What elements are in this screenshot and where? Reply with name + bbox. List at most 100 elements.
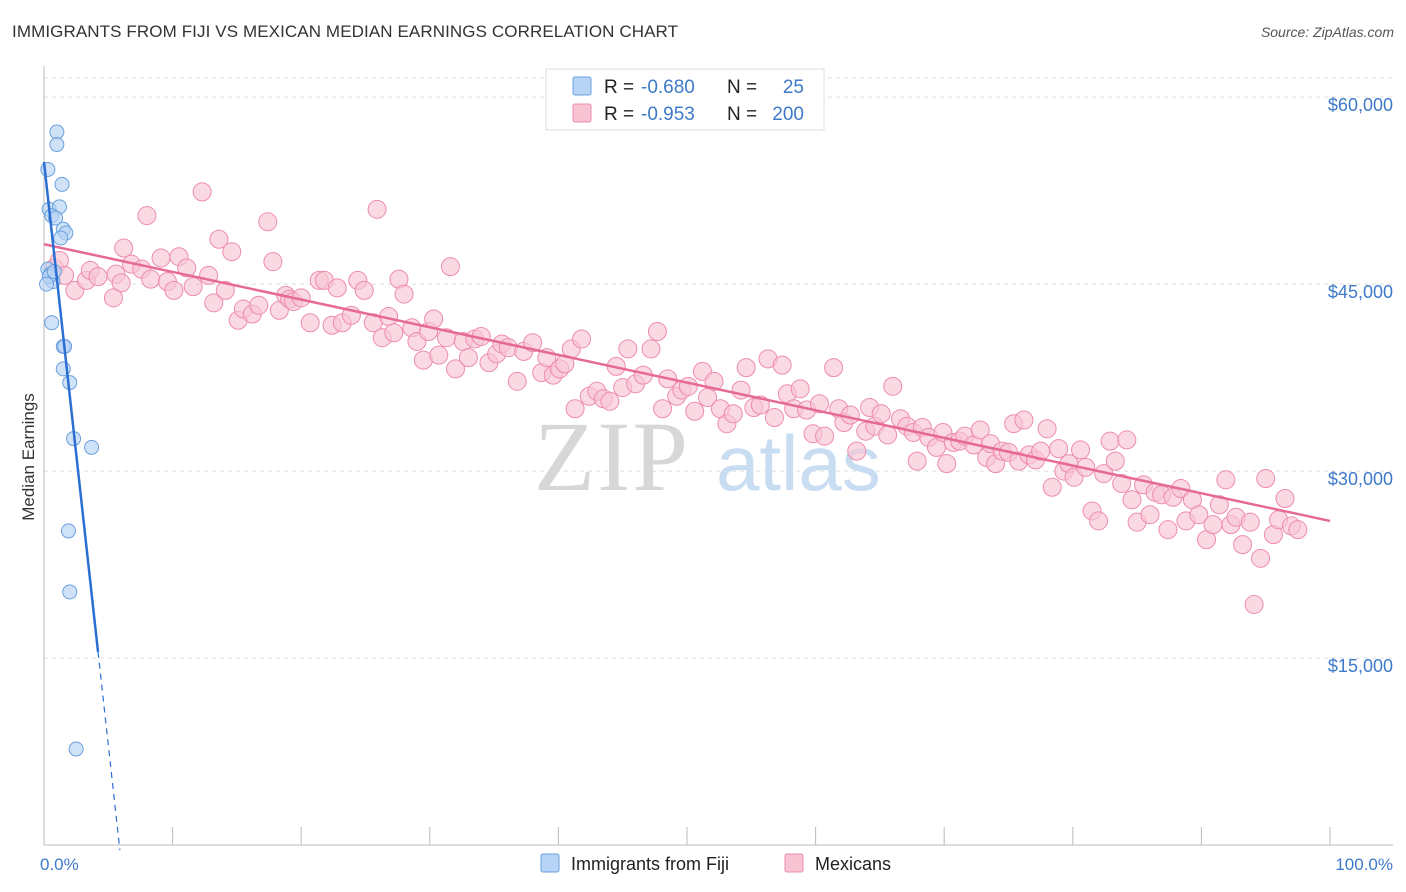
mex-point-161: [1071, 440, 1091, 460]
legend-n-value-fiji: 25: [783, 77, 804, 98]
mex-point-129: [883, 376, 903, 396]
y-tick-label-0: $15,000: [1328, 656, 1393, 676]
y-tick-labels: $15,000 $30,000 $45,000 $60,000: [1328, 95, 1393, 676]
trend-lines: [42, 161, 1331, 851]
mex-point-25: [215, 280, 235, 300]
mex-point-110: [764, 407, 784, 427]
mex-point-80: [565, 399, 585, 419]
mex-point-100: [698, 388, 718, 408]
mex-point-23: [204, 293, 224, 313]
mex-point-62: [446, 359, 466, 379]
mex-point-48: [367, 199, 387, 219]
mex-point-183: [1203, 515, 1223, 535]
source-credit: Source: ZipAtlas.com: [1260, 24, 1394, 40]
mex-point-10: [114, 238, 134, 258]
mex-point-30: [249, 295, 269, 315]
mex-point-104: [723, 404, 743, 424]
series-legend-label-fiji: Immigrants from Fiji: [571, 854, 729, 874]
fiji-point-25: [62, 584, 78, 600]
mexicans-series: [44, 182, 1308, 614]
mex-point-14: [141, 269, 161, 289]
watermark-atlas: atlas: [716, 419, 881, 507]
fiji-point-5: [39, 276, 55, 292]
fiji-trend-line: [42, 161, 100, 652]
fiji-point-8: [40, 161, 56, 177]
mex-point-13: [137, 206, 157, 226]
mex-point-21: [192, 182, 212, 202]
mex-point-184: [1209, 495, 1229, 515]
mex-point-170: [1122, 490, 1142, 510]
legend-r-value-fiji: -0.680: [641, 77, 695, 98]
mex-point-157: [1049, 439, 1069, 459]
mex-point-166: [1100, 431, 1120, 451]
stats-legend: R = -0.680 N = 25 R = -0.953 N = 200: [545, 68, 825, 131]
mex-point-51: [384, 323, 404, 343]
mex-point-38: [300, 313, 320, 333]
mex-point-93: [653, 399, 673, 419]
y-tick-label-1: $30,000: [1328, 469, 1393, 489]
mex-point-17: [164, 280, 184, 300]
x-tick-label-min: 0.0%: [40, 855, 79, 874]
fiji-point-4: [46, 264, 62, 280]
mex-point-111: [772, 355, 792, 375]
mex-point-42: [327, 278, 347, 298]
mex-point-156: [1042, 477, 1062, 497]
mex-point-9: [103, 288, 123, 308]
legend-swatch-mexicans: [572, 103, 592, 123]
mex-point-189: [1240, 512, 1260, 532]
mex-point-168: [1112, 474, 1132, 494]
watermark-zip: ZIP: [534, 401, 690, 512]
fiji-trend-extension: [97, 651, 121, 851]
mex-point-8: [111, 273, 131, 293]
mex-point-98: [685, 401, 705, 421]
mex-point-81: [572, 329, 592, 349]
mex-point-188: [1233, 535, 1253, 555]
mex-point-133: [907, 451, 927, 471]
mex-point-197: [1288, 520, 1308, 540]
mex-point-59: [429, 345, 449, 365]
fiji-point-16: [53, 230, 69, 246]
mex-point-195: [1275, 489, 1295, 509]
mex-point-19: [177, 258, 197, 278]
stats-legend-box: [545, 68, 825, 131]
chart-title: IMMIGRANTS FROM FIJI VS MEXICAN MEDIAN E…: [12, 22, 679, 41]
mex-point-46: [354, 280, 374, 300]
legend-swatch-fiji: [572, 76, 592, 96]
mex-point-92: [647, 321, 667, 341]
mex-point-151: [1014, 410, 1034, 430]
mex-point-61: [440, 257, 460, 277]
mex-point-192: [1256, 469, 1276, 489]
fiji-point-26: [68, 741, 84, 757]
mex-point-123: [847, 441, 867, 461]
mex-point-127: [871, 404, 891, 424]
mex-point-106: [736, 358, 756, 378]
mex-point-155: [1037, 419, 1057, 439]
axis-layer: [43, 66, 1393, 846]
fiji-point-17: [44, 315, 60, 331]
legend-r-label-fiji: R =: [604, 77, 634, 98]
series-legend: Immigrants from Fiji Mexicans: [540, 853, 891, 874]
mex-point-185: [1216, 470, 1236, 490]
mex-point-88: [618, 339, 638, 359]
mex-point-24: [209, 229, 229, 249]
series-legend-swatch-fiji: [540, 853, 560, 873]
mex-point-167: [1105, 451, 1125, 471]
fiji-series: [39, 124, 100, 757]
mex-point-31: [258, 212, 278, 232]
legend-n-value-mexicans: 200: [772, 104, 804, 125]
y-axis-label: Median Earnings: [19, 393, 38, 521]
series-legend-label-mexicans: Mexicans: [815, 854, 891, 874]
mex-point-181: [1189, 505, 1209, 525]
grid-layer: [44, 77, 1393, 659]
mex-point-190: [1244, 594, 1264, 614]
mex-point-91: [641, 339, 661, 359]
fiji-point-9: [54, 176, 70, 192]
mex-point-138: [937, 454, 957, 474]
mex-point-85: [600, 391, 620, 411]
fiji-point-24: [60, 523, 76, 539]
mex-point-118: [815, 426, 835, 446]
mex-point-122: [840, 405, 860, 425]
mex-point-119: [824, 358, 844, 378]
mex-point-169: [1117, 430, 1137, 450]
mexicans-trend-line: [43, 243, 1331, 523]
